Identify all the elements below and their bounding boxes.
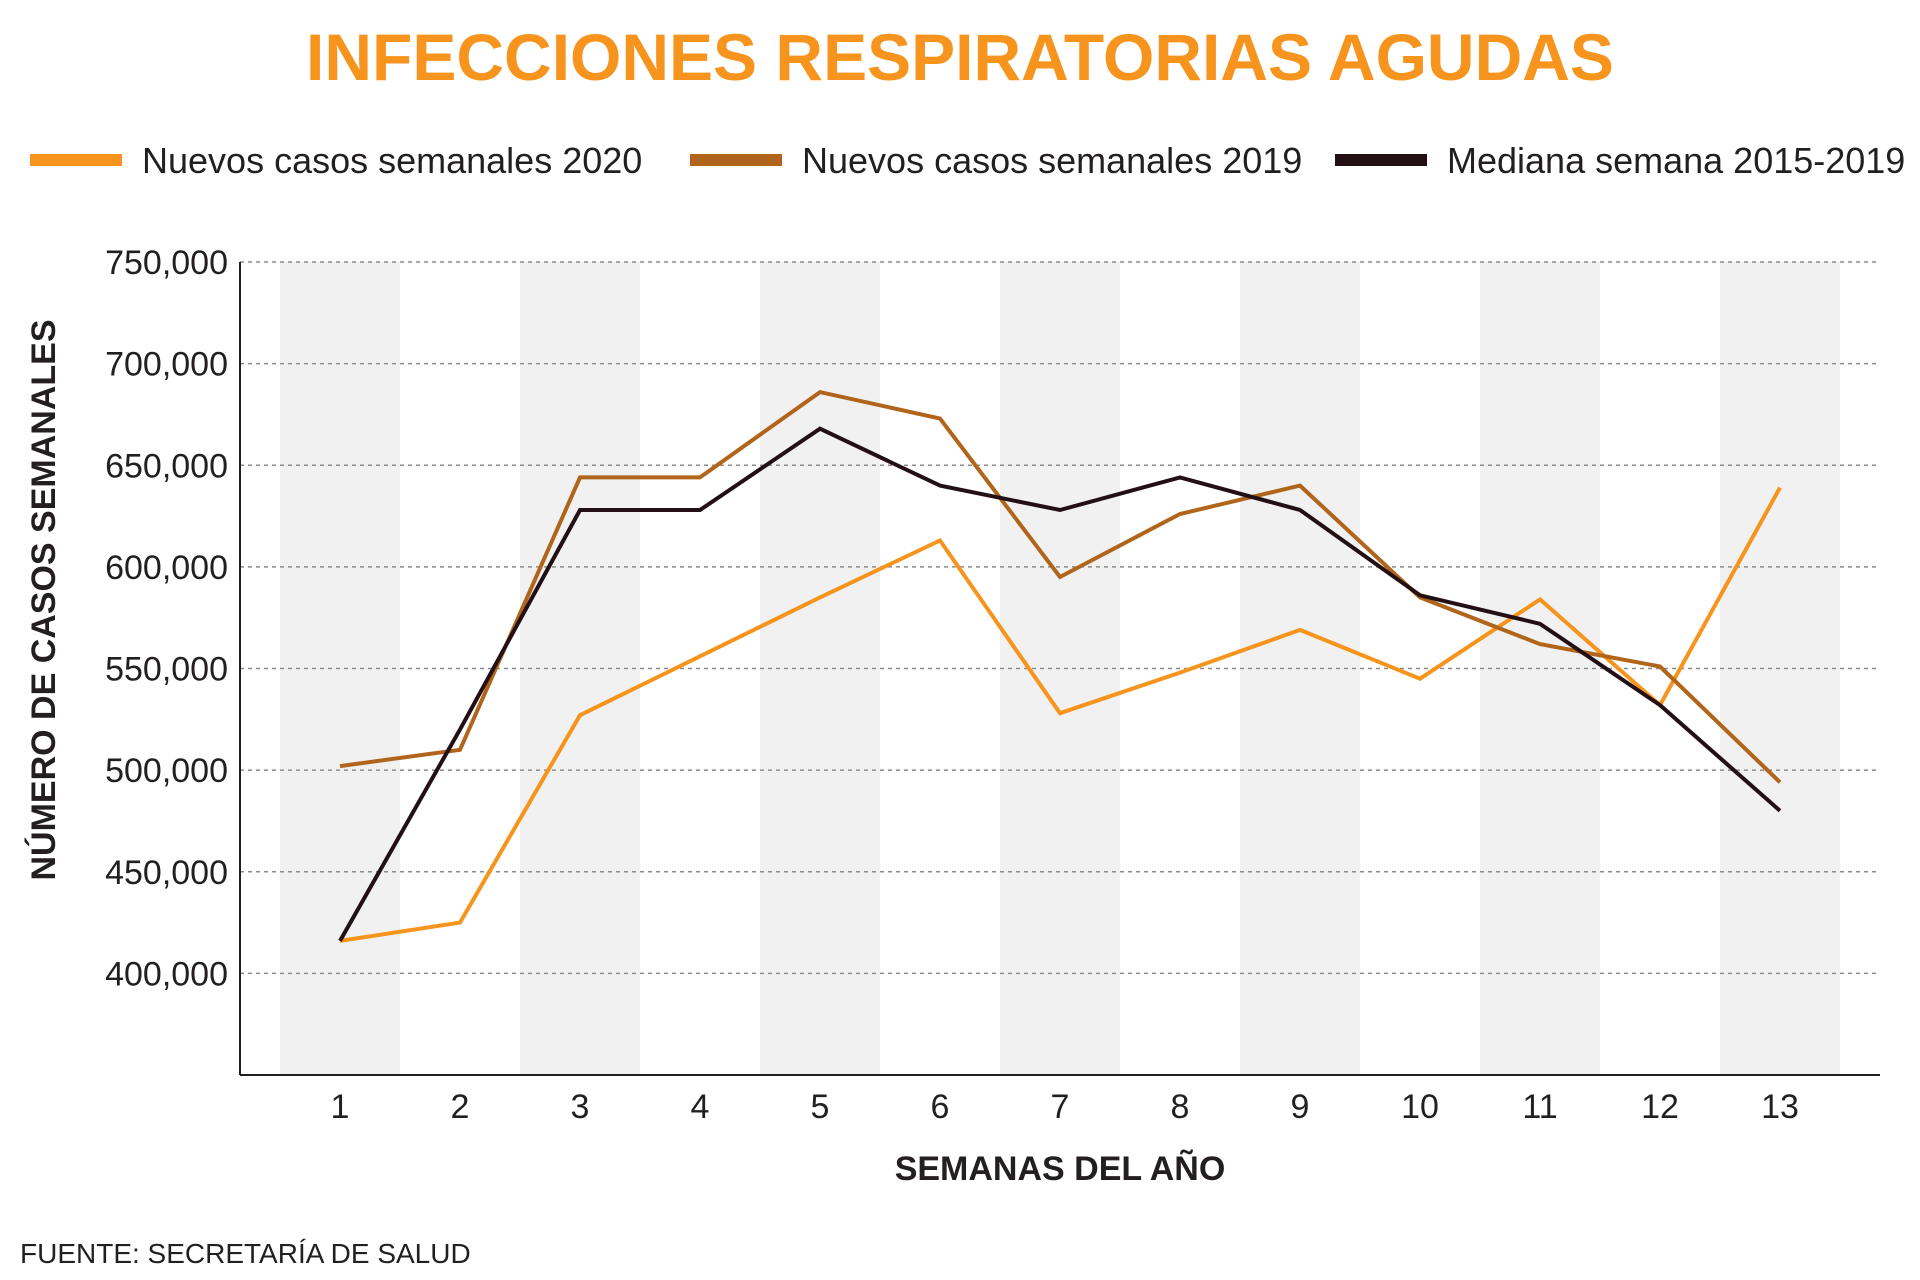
series-lines <box>338 389 1782 943</box>
y-tick-label: 450,000 <box>105 854 228 892</box>
y-tick-label: 600,000 <box>105 549 228 587</box>
x-tick-label: 3 <box>571 1088 590 1126</box>
gridlines <box>240 261 1880 975</box>
x-tick-label: 6 <box>931 1088 950 1126</box>
legend: Nuevos casos semanales 2020 Nuevos casos … <box>30 140 1905 181</box>
legend-swatch <box>1335 154 1427 166</box>
legend-label: Nuevos casos semanales 2019 <box>802 140 1302 181</box>
y-tick-label: 750,000 <box>105 244 228 282</box>
x-tick-label: 5 <box>811 1088 830 1126</box>
axes <box>239 262 1880 1076</box>
y-axis-title: NÚMERO DE CASOS SEMANALES <box>25 319 63 880</box>
legend-label: Mediana semana 2015-2019 <box>1447 140 1905 181</box>
chart-title: INFECCIONES RESPIRATORIAS AGUDAS <box>306 20 1614 94</box>
y-tick-label: 700,000 <box>105 346 228 384</box>
x-tick-label: 7 <box>1051 1088 1070 1126</box>
x-tick-label: 1 <box>331 1088 350 1126</box>
legend-swatch <box>690 154 782 166</box>
x-axis-title: SEMANAS DEL AÑO <box>895 1150 1226 1188</box>
y-axis-ticks: 400,000 450,000 500,000 550,000 600,000 650,0… <box>105 244 228 993</box>
y-tick-label: 650,000 <box>105 447 228 485</box>
series-line-3 <box>338 426 1782 942</box>
x-tick-label: 4 <box>691 1088 710 1126</box>
legend-swatch <box>30 154 122 166</box>
x-axis-ticks: 1 2 3 4 5 6 7 8 9 10 11 12 13 <box>331 1088 1799 1126</box>
x-tick-label: 10 <box>1401 1088 1439 1126</box>
x-tick-label: 12 <box>1641 1088 1679 1126</box>
legend-label: Nuevos casos semanales 2020 <box>142 140 642 181</box>
x-tick-label: 9 <box>1291 1088 1310 1126</box>
y-tick-label: 500,000 <box>105 752 228 790</box>
x-tick-label: 8 <box>1171 1088 1190 1126</box>
x-tick-label: 11 <box>1522 1088 1557 1126</box>
series-line-1 <box>339 486 1782 943</box>
x-tick-label: 2 <box>451 1088 470 1126</box>
x-tick-label: 13 <box>1761 1088 1799 1126</box>
series-line-2 <box>339 389 1782 784</box>
y-tick-label: 550,000 <box>105 651 228 689</box>
source-note: FUENTE: SECRETARÍA DE SALUD <box>20 1238 471 1269</box>
y-tick-label: 400,000 <box>105 955 228 993</box>
